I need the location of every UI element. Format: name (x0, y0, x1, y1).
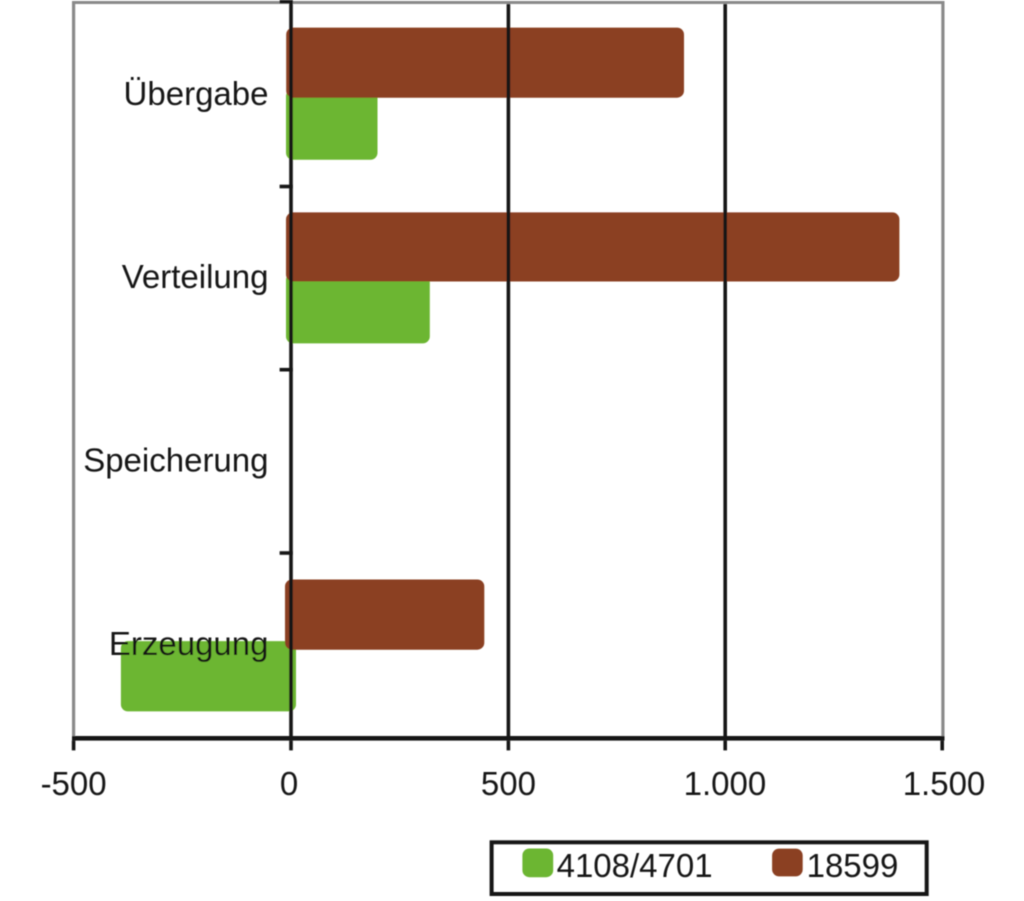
svg-text:4108/4701: 4108/4701 (557, 847, 713, 884)
svg-text:18599: 18599 (807, 847, 899, 884)
svg-text:1.000: 1.000 (684, 765, 767, 802)
svg-text:-500: -500 (41, 765, 107, 802)
svg-text:Erzeugung: Erzeugung (109, 625, 269, 662)
svg-text:0: 0 (280, 765, 298, 802)
svg-text:1.500: 1.500 (903, 765, 986, 802)
svg-text:Speicherung: Speicherung (83, 442, 268, 479)
svg-text:Verteilung: Verteilung (122, 258, 269, 295)
svg-text:Übergabe: Übergabe (124, 75, 269, 112)
svg-text:500: 500 (481, 765, 536, 802)
